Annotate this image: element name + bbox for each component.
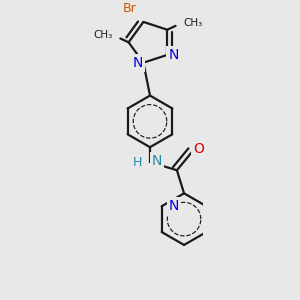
Text: N: N bbox=[168, 48, 178, 62]
Text: N: N bbox=[169, 199, 179, 213]
Text: Br: Br bbox=[122, 2, 136, 15]
Text: H: H bbox=[132, 156, 142, 169]
Text: CH₃: CH₃ bbox=[93, 30, 113, 40]
Text: O: O bbox=[193, 142, 204, 156]
Text: CH₃: CH₃ bbox=[183, 18, 202, 28]
Text: N: N bbox=[132, 56, 142, 70]
Text: N: N bbox=[152, 154, 162, 169]
